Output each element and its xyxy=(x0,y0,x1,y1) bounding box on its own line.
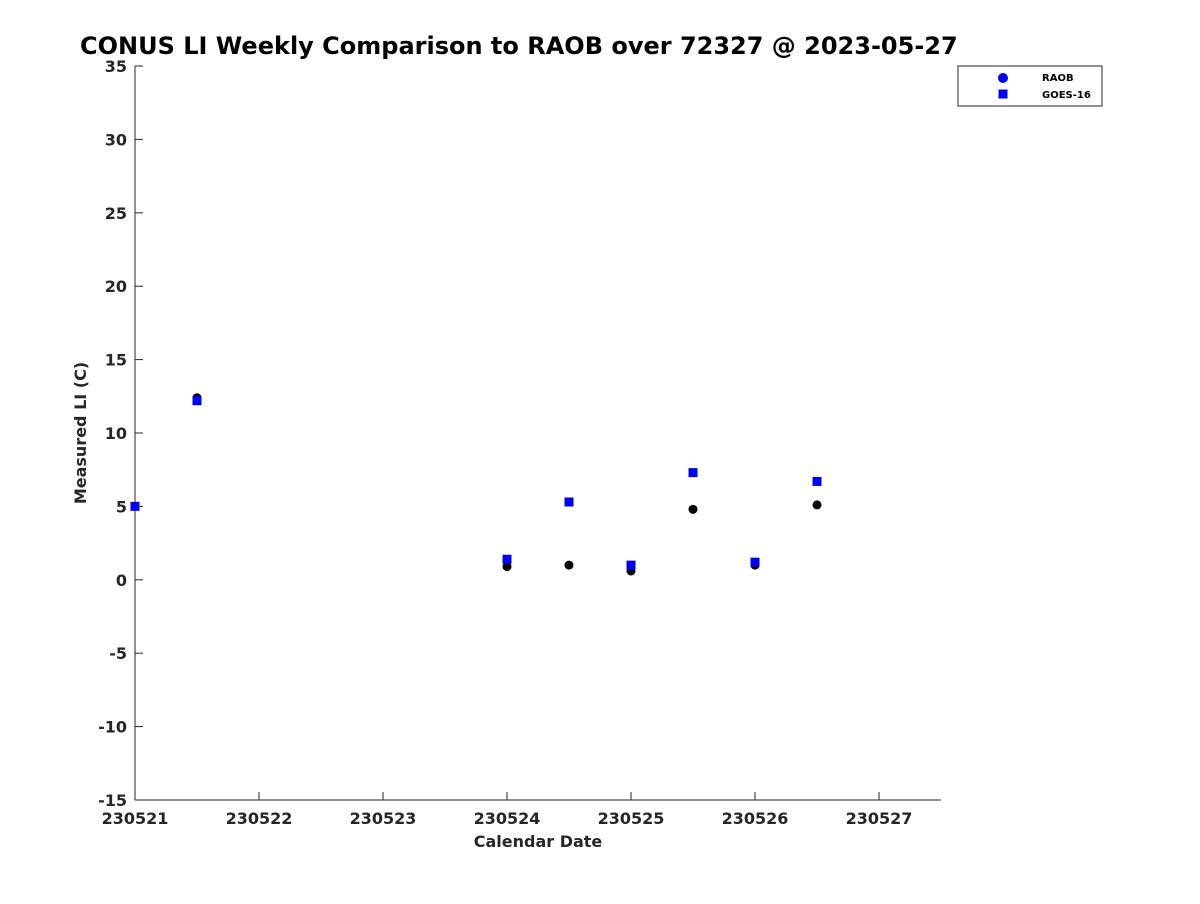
data-points xyxy=(130,393,822,576)
raob-point xyxy=(812,500,822,510)
x-tick-label: 230522 xyxy=(226,809,293,828)
legend-raob-marker xyxy=(998,73,1008,83)
y-axis-label: Measured LI (C) xyxy=(71,362,90,504)
x-tick-label: 230524 xyxy=(474,809,541,828)
y-tick-label: 0 xyxy=(116,571,127,590)
plot-axes xyxy=(134,66,941,801)
y-tick-label: 10 xyxy=(105,424,127,443)
y-tick-label: 30 xyxy=(105,130,127,149)
chart-title: CONUS LI Weekly Comparison to RAOB over … xyxy=(80,32,958,60)
y-tick-label: 25 xyxy=(105,204,127,223)
y-tick-label: -15 xyxy=(98,791,127,810)
goes-16-point xyxy=(626,560,636,570)
legend-goes-marker xyxy=(998,89,1008,99)
x-tick-label: 230521 xyxy=(102,809,169,828)
legend-raob-label: RAOB xyxy=(1042,73,1074,84)
goes-16-point xyxy=(192,396,202,406)
y-tick-label: -10 xyxy=(98,718,127,737)
x-tick-label: 230526 xyxy=(722,809,789,828)
raob-point xyxy=(564,560,574,570)
raob-point xyxy=(688,504,698,514)
x-axis-label: Calendar Date xyxy=(474,832,603,851)
y-tick-label: 5 xyxy=(116,497,127,516)
legend-goes-label: GOES-16 xyxy=(1042,90,1091,101)
legend-box xyxy=(957,65,1103,107)
goes-16-point xyxy=(750,557,760,567)
y-axis-ticks: -15 -10 -5 0 5 10 15 20 25 30 35 xyxy=(98,57,143,810)
y-tick-label: -5 xyxy=(109,644,127,663)
y-tick-label: 15 xyxy=(105,351,127,370)
x-axis-ticks: 230521 230522 230523 230524 230525 230526 2305… xyxy=(102,792,913,828)
y-tick-label: 35 xyxy=(105,57,127,76)
goes-16-point xyxy=(130,501,140,511)
legend: RAOB GOES-16 xyxy=(957,65,1103,107)
goes-16-point xyxy=(688,468,698,478)
goes-16-point xyxy=(812,476,822,486)
goes-16-point xyxy=(564,497,574,507)
goes-16-point xyxy=(502,554,512,564)
y-tick-label: 20 xyxy=(105,277,127,296)
raob-point xyxy=(502,562,512,572)
x-tick-label: 230525 xyxy=(598,809,665,828)
x-tick-label: 230523 xyxy=(350,809,417,828)
x-tick-label: 230527 xyxy=(846,809,913,828)
